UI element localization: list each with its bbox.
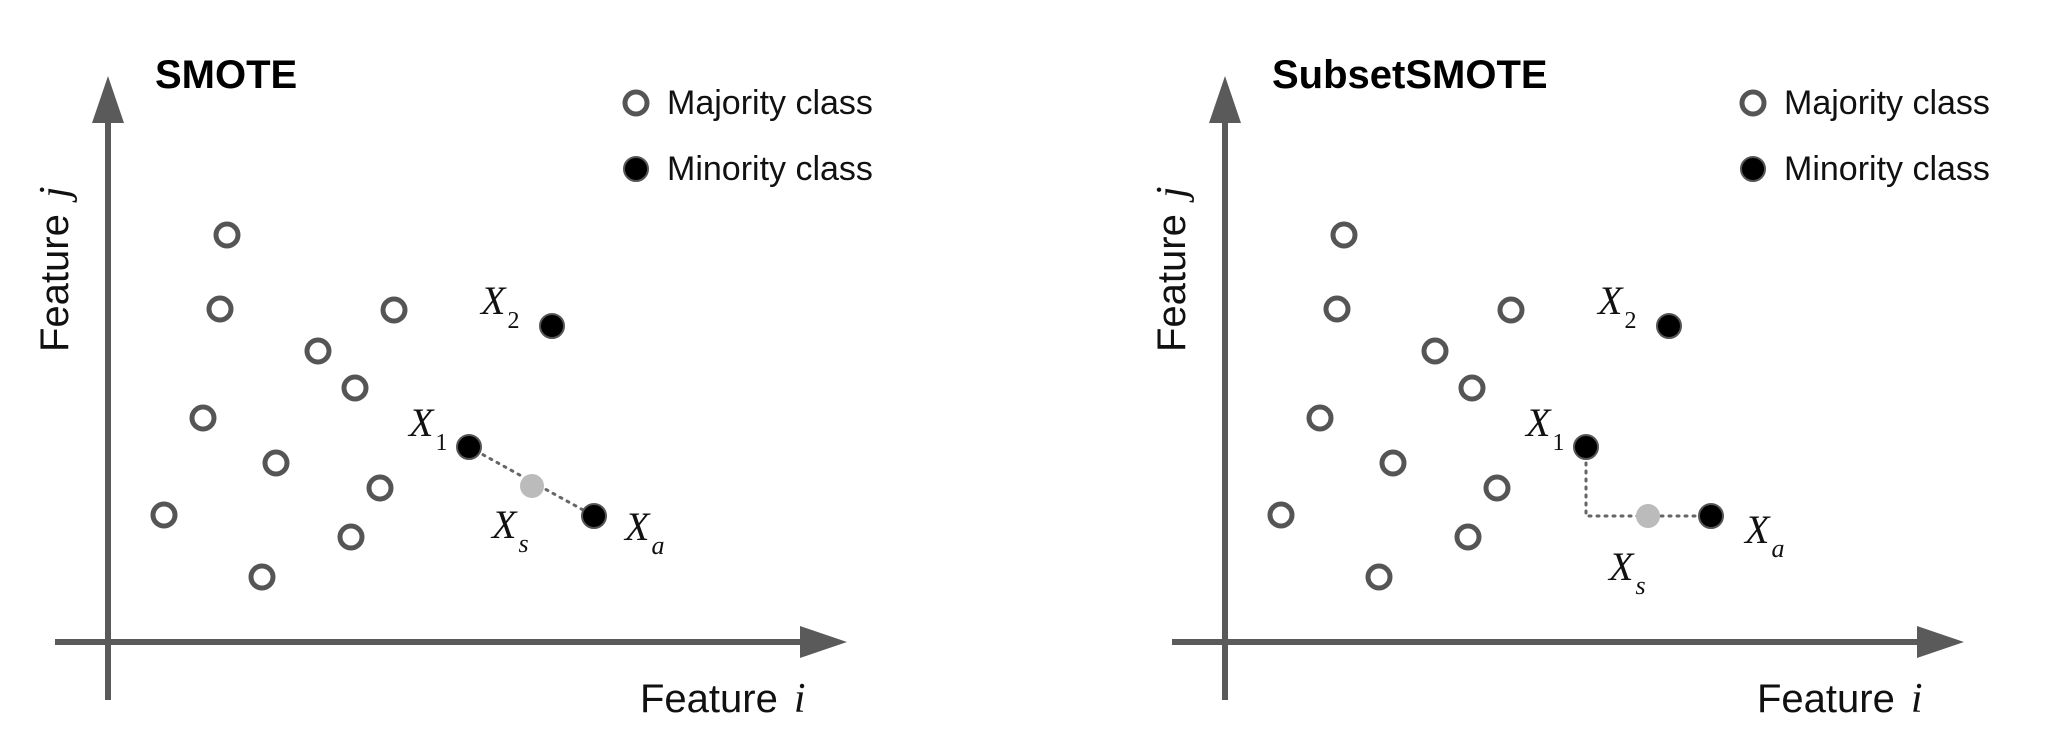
y-axis-label-text: Feature — [1150, 214, 1194, 352]
label-x1: X1 — [407, 400, 447, 456]
majority-point — [1454, 523, 1482, 551]
minority-point-x2 — [539, 313, 565, 339]
majority-point — [1421, 337, 1449, 365]
y-axis-arrowhead — [92, 76, 124, 123]
x-axis-variable: i — [794, 676, 806, 722]
x-axis-label-text: Feature — [640, 677, 778, 721]
majority-point — [248, 563, 276, 591]
majority-point — [1365, 563, 1393, 591]
majority-point — [213, 221, 241, 249]
majority-point — [366, 474, 394, 502]
legend-majority-label: Majority class — [667, 84, 873, 122]
majority-point — [341, 374, 369, 402]
axes — [1172, 76, 1964, 700]
majority-point — [1323, 295, 1351, 323]
minority-points — [456, 313, 607, 529]
legend: Majority class Minority class — [622, 84, 873, 188]
legend-minority-label: Minority class — [667, 150, 873, 188]
majority-point — [1306, 404, 1334, 432]
label-xs: Xs — [490, 502, 529, 558]
majority-point — [337, 523, 365, 551]
legend: Majority class Minority class — [1739, 84, 1990, 188]
y-axis-label: Feature j — [32, 186, 78, 352]
majority-point — [1330, 221, 1358, 249]
y-axis-variable: j — [32, 186, 78, 203]
x-axis-label: Feature i — [1757, 676, 1923, 722]
majority-point — [304, 337, 332, 365]
majority-point — [1267, 501, 1295, 529]
label-x1: X1 — [1524, 400, 1564, 456]
minority-point-x2 — [1656, 313, 1682, 339]
majority-point — [262, 449, 290, 477]
synthetic-point-xs — [520, 474, 544, 498]
label-x2: X2 — [479, 278, 519, 334]
majority-point — [206, 295, 234, 323]
panel-title: SubsetSMOTE — [1272, 53, 1548, 97]
legend-majority-label: Majority class — [1784, 84, 1990, 122]
majority-point — [189, 404, 217, 432]
legend-majority-marker — [622, 89, 650, 117]
majority-point — [380, 296, 408, 324]
y-axis-arrowhead — [1209, 76, 1241, 123]
x-axis-label: Feature i — [640, 676, 806, 722]
synthetic-point-xs — [1636, 504, 1660, 528]
x-axis-arrowhead — [800, 626, 847, 658]
x-axis-arrowhead — [1917, 626, 1964, 658]
y-axis-label: Feature j — [1149, 186, 1195, 352]
majority-point — [1483, 474, 1511, 502]
majority-points — [150, 221, 408, 591]
y-axis-variable: j — [1149, 186, 1195, 203]
label-x2: X2 — [1596, 278, 1636, 334]
y-axis-label-text: Feature — [33, 214, 77, 352]
legend-minority-label: Minority class — [1784, 150, 1990, 188]
x-axis-variable: i — [1911, 676, 1923, 722]
majority-point — [1379, 449, 1407, 477]
minority-point-xa — [1698, 503, 1724, 529]
majority-point — [1458, 374, 1486, 402]
panel-subsetsmote: SubsetSMOTE Majority class Minority clas… — [1149, 53, 1990, 722]
axes — [55, 76, 847, 700]
label-xa: Xa — [1743, 507, 1784, 563]
legend-minority-marker — [1740, 156, 1766, 182]
label-xa: Xa — [623, 504, 664, 560]
legend-minority-marker — [623, 156, 649, 182]
interpolation-path — [1584, 445, 1713, 518]
minority-point-xa — [581, 503, 607, 529]
panel-smote: SMOTE Majority class Minority class Feat… — [32, 53, 873, 722]
majority-point — [1497, 296, 1525, 324]
minority-points — [1573, 313, 1724, 529]
minority-point-x1 — [1573, 434, 1599, 460]
majority-point — [150, 501, 178, 529]
legend-majority-marker — [1739, 89, 1767, 117]
panel-title: SMOTE — [155, 53, 297, 97]
label-xs: Xs — [1607, 544, 1646, 600]
x-axis-label-text: Feature — [1757, 677, 1895, 721]
minority-point-x1 — [456, 434, 482, 460]
majority-points — [1267, 221, 1525, 591]
